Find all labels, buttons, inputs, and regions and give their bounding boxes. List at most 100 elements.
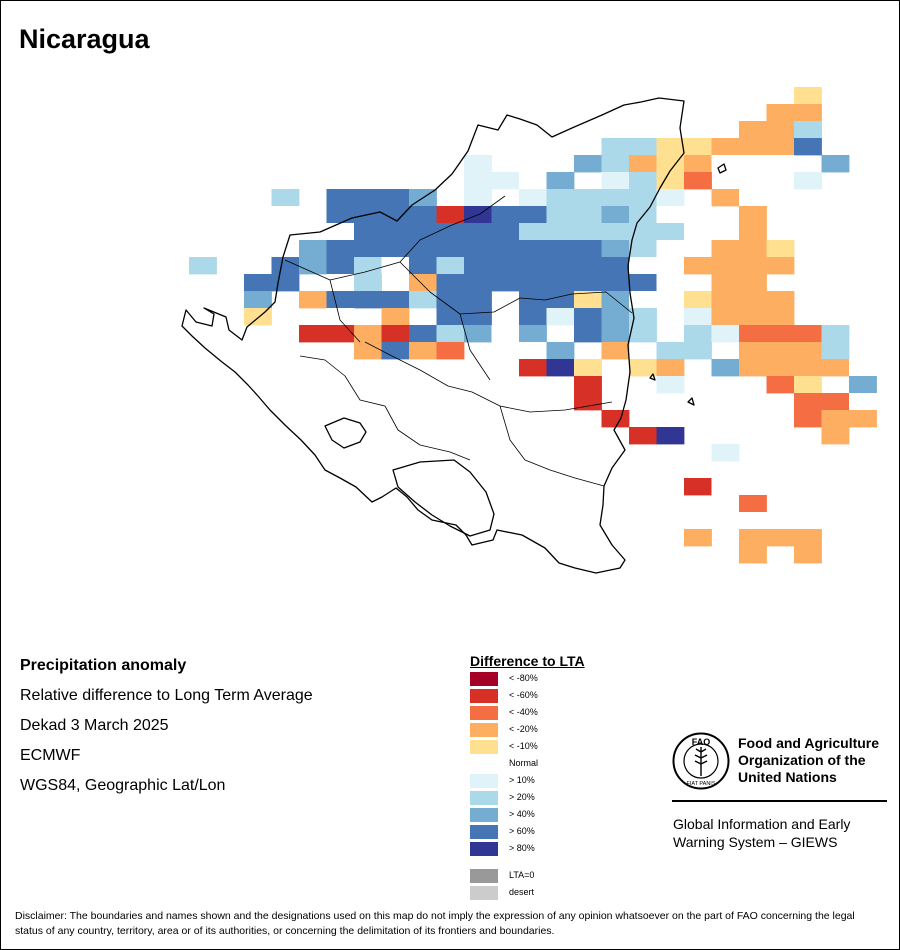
anomaly-cell	[684, 325, 712, 343]
anomaly-cell	[299, 291, 327, 309]
anomaly-cell	[326, 257, 355, 275]
anomaly-cell	[381, 308, 410, 326]
legend-swatch	[470, 672, 498, 686]
anomaly-cell	[354, 223, 382, 241]
anomaly-cell	[739, 495, 767, 513]
anomaly-cell	[381, 291, 410, 309]
anomaly-cell	[739, 359, 767, 377]
anomaly-cell	[574, 189, 602, 207]
anomaly-cell	[299, 257, 327, 275]
anomaly-cell	[326, 223, 355, 241]
internal-boundaries	[284, 195, 633, 487]
anomaly-cell	[326, 206, 355, 224]
anomaly-cell	[464, 189, 492, 207]
anomaly-cell	[601, 172, 630, 190]
anomaly-cell	[656, 172, 685, 190]
legend-swatch	[470, 723, 498, 737]
legend-swatch	[470, 842, 498, 856]
anomaly-cell	[519, 206, 547, 224]
anomaly-cell	[464, 257, 492, 275]
anomaly-cell	[794, 342, 822, 360]
anomaly-cell	[464, 308, 492, 326]
anomaly-cell	[326, 274, 355, 292]
anomaly-grid	[189, 87, 877, 564]
legend-label: > 80%	[509, 843, 535, 853]
anomaly-cell	[684, 257, 712, 275]
anomaly-cell	[574, 325, 602, 343]
anomaly-cell	[766, 104, 795, 122]
anomaly-cell	[601, 240, 630, 258]
anomaly-cell	[381, 257, 410, 275]
anomaly-cell	[629, 172, 657, 190]
legend-swatch	[470, 791, 498, 805]
legend-label: Normal	[509, 758, 539, 768]
anomaly-cell	[656, 359, 685, 377]
anomaly-cell	[739, 546, 767, 564]
anomaly-cell	[684, 529, 712, 547]
anomaly-cell	[739, 155, 767, 173]
anomaly-cell	[794, 376, 822, 394]
anomaly-cell	[711, 478, 740, 496]
anomaly-cell	[739, 325, 767, 343]
anomaly-cell	[821, 155, 850, 173]
anomaly-cell	[766, 138, 795, 156]
anomaly-cell	[794, 529, 822, 547]
anomaly-cell	[794, 121, 822, 139]
anomaly-cell	[464, 172, 492, 190]
legend-label: < -40%	[509, 707, 538, 717]
anomaly-cell	[656, 376, 685, 394]
anomaly-cell	[271, 189, 300, 207]
anomaly-cell	[354, 291, 382, 309]
anomaly-cell	[821, 393, 850, 411]
legend-label: > 40%	[509, 809, 535, 819]
anomaly-cell	[271, 206, 300, 224]
anomaly-cell	[821, 410, 850, 428]
anomaly-cell	[436, 325, 465, 343]
anomaly-cell	[739, 189, 767, 207]
anomaly-cell	[409, 257, 437, 275]
anomaly-cell	[381, 325, 410, 343]
anomaly-cell	[684, 172, 712, 190]
anomaly-cell	[244, 308, 272, 326]
anomaly-cell	[601, 274, 630, 292]
anomaly-cell	[711, 240, 740, 258]
anomaly-cell	[849, 359, 877, 377]
anomaly-cell	[299, 325, 327, 343]
fao-emblem-letters: FAO	[692, 737, 711, 747]
legend-swatch	[470, 869, 498, 883]
anomaly-cell	[656, 257, 685, 275]
anomaly-cell	[244, 274, 272, 292]
anomaly-cell	[354, 257, 382, 275]
anomaly-cell	[629, 325, 657, 343]
anomaly-cell	[794, 325, 822, 343]
legend-swatch	[470, 808, 498, 822]
anomaly-cell	[354, 342, 382, 360]
legend-label: < -20%	[509, 724, 538, 734]
anomaly-cell	[436, 342, 465, 360]
anomaly-cell	[464, 274, 492, 292]
anomaly-cell	[766, 342, 795, 360]
legend-swatch	[470, 774, 498, 788]
anomaly-cell	[491, 172, 520, 190]
anomaly-cell	[766, 325, 795, 343]
anomaly-cell	[629, 189, 657, 207]
anomaly-cell	[629, 138, 657, 156]
anomaly-cell	[601, 155, 630, 173]
anomaly-cell	[546, 206, 575, 224]
anomaly-cell	[821, 325, 850, 343]
anomaly-cell	[794, 461, 822, 479]
anomaly-cell	[711, 138, 740, 156]
legend-label: > 10%	[509, 775, 535, 785]
anomaly-cell	[491, 342, 520, 360]
anomaly-cell	[519, 274, 547, 292]
anomaly-cell	[409, 291, 437, 309]
anomaly-cell	[491, 325, 520, 343]
anomaly-cell	[519, 291, 547, 309]
anomaly-cell	[656, 223, 685, 241]
anomaly-cell	[464, 291, 492, 309]
anomaly-cell	[271, 223, 300, 241]
anomaly-cell	[326, 291, 355, 309]
anomaly-cell	[711, 359, 740, 377]
anomaly-cell	[794, 410, 822, 428]
legend-swatch	[470, 740, 498, 754]
